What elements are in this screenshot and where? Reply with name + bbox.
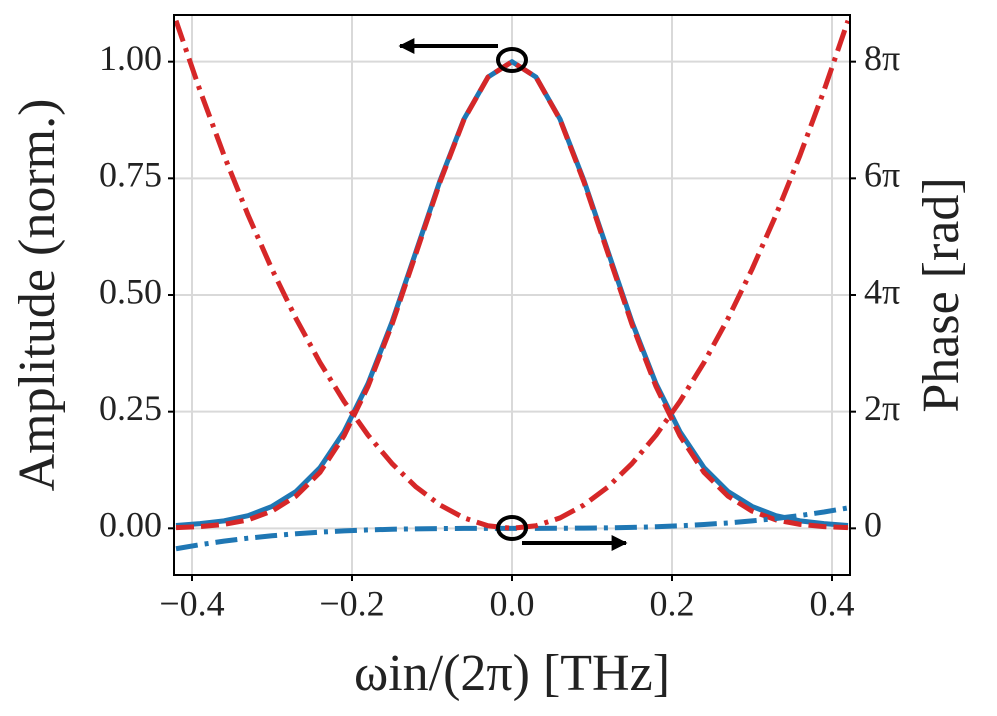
y2-tick-label: 2π <box>864 388 900 428</box>
annotations <box>398 38 628 551</box>
y-tick-label: 0.25 <box>99 388 162 428</box>
plot-lines <box>174 19 850 552</box>
x-tick-label: 0.0 <box>490 583 535 623</box>
y-tick-label: 0.75 <box>99 155 162 195</box>
x-axis-label: ωin/(2π) [THz] <box>354 645 670 702</box>
y-tick-label: 1.00 <box>99 38 162 78</box>
marker-circle <box>496 47 528 73</box>
marker-circle <box>496 515 528 541</box>
series-line <box>174 19 850 531</box>
series-line <box>175 59 849 529</box>
y2-tick-label: 4π <box>864 271 900 311</box>
y2-tick-label: 6π <box>864 155 900 195</box>
series-line <box>175 59 849 531</box>
y2-tick-label: 8π <box>864 38 900 78</box>
series-line <box>175 505 849 552</box>
x-tick-label: 0.2 <box>650 583 695 623</box>
x-tick-label: 0.4 <box>810 583 855 623</box>
y-tick-label: 0.00 <box>99 505 162 545</box>
x-tick-label: −0.4 <box>159 583 224 623</box>
y2-axis-label: Phase [rad] <box>913 177 970 412</box>
y-axis-label: Amplitude (norm.) <box>9 99 66 492</box>
y-tick-label: 0.50 <box>99 271 162 311</box>
y2-tick-label: 0 <box>864 505 882 545</box>
x-tick-label: −0.2 <box>319 583 384 623</box>
grid <box>174 15 850 575</box>
